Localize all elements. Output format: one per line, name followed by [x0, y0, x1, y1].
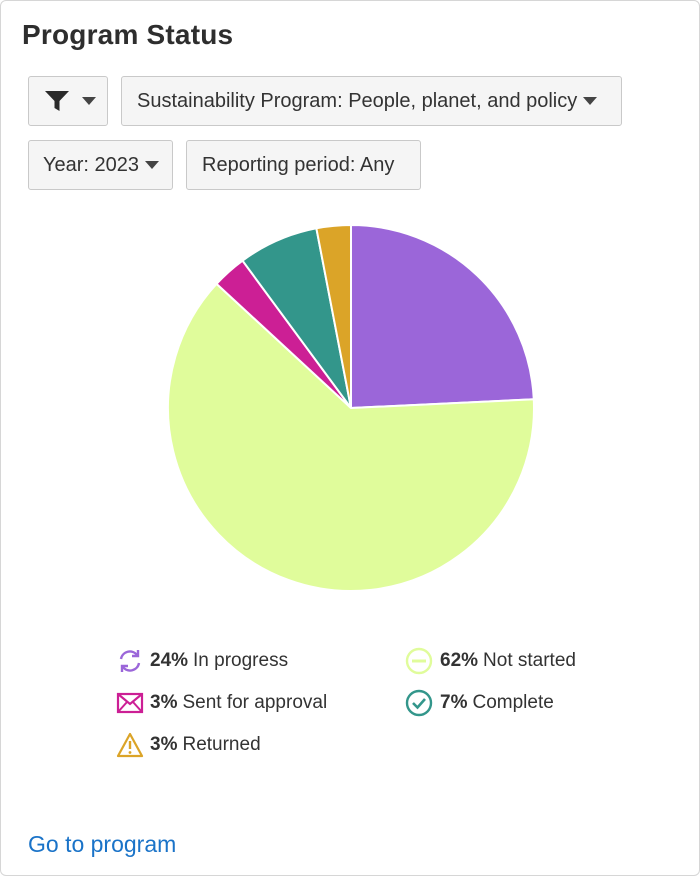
filter-button[interactable]	[28, 76, 108, 126]
reporting-period-label: Reporting period: Any	[202, 153, 395, 176]
legend-item-complete: 7% Complete	[404, 689, 554, 717]
minus-circle-icon	[405, 647, 433, 675]
program-select[interactable]: Sustainability Program: People, planet, …	[121, 76, 622, 126]
pie-slice-returned[interactable]	[315, 223, 352, 409]
pie-slice-in-progress[interactable]	[350, 223, 535, 410]
envelope-icon	[116, 692, 144, 714]
legend-label: In progress	[193, 650, 289, 671]
legend-percent: 3%	[150, 692, 178, 713]
refresh-icon	[119, 650, 141, 672]
legend-percent: 3%	[150, 734, 178, 755]
year-select[interactable]: Year: 2023	[28, 140, 173, 190]
legend-percent: 62%	[440, 650, 479, 671]
status-pie-chart	[167, 223, 535, 592]
warning-icon	[116, 732, 144, 758]
chevron-down-icon	[145, 161, 160, 169]
go-to-program-link[interactable]: Go to program	[28, 831, 177, 857]
filter-icon	[45, 91, 69, 111]
reporting-period-select[interactable]: Reporting period: Any	[186, 140, 421, 190]
legend-percent: 24%	[150, 650, 189, 671]
legend-label: Not started	[483, 650, 576, 671]
chevron-down-icon	[583, 97, 598, 105]
legend-percent: 7%	[440, 692, 468, 713]
year-select-label: Year: 2023	[43, 153, 140, 176]
legend-item-returned: 3% Returned	[116, 731, 261, 759]
pie-slice-not-started[interactable]	[167, 282, 535, 592]
page-title: Program Status	[22, 19, 234, 50]
legend-item-not-started: 62% Not started	[404, 647, 576, 675]
legend-label: Sent for approval	[182, 692, 328, 713]
check-circle-icon	[405, 689, 433, 717]
legend-label: Returned	[182, 734, 261, 755]
legend-item-sent-for-approval: 3% Sent for approval	[116, 689, 327, 717]
legend-item-in-progress: 24% In progress	[116, 647, 288, 675]
legend-label: Complete	[472, 692, 554, 713]
chevron-down-icon	[82, 97, 96, 105]
program-select-label: Sustainability Program: People, planet, …	[137, 89, 578, 112]
